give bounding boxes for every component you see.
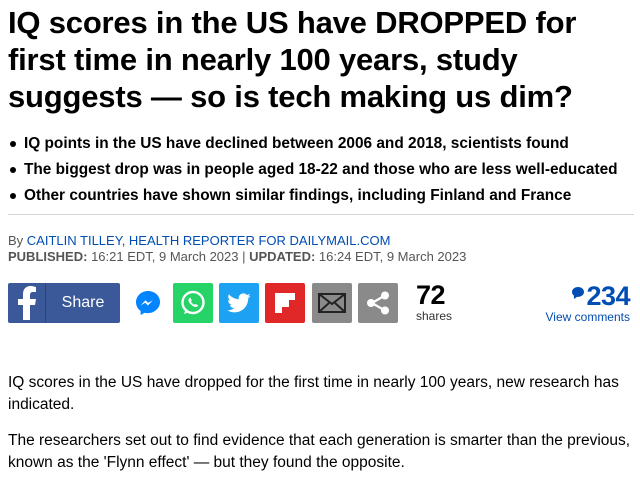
published-value: 16:21 EDT, 9 March 2023 | (87, 249, 250, 264)
comment-count: 234 (572, 282, 630, 310)
article-dates: PUBLISHED: 16:21 EDT, 9 March 2023 | UPD… (8, 249, 466, 265)
comments-link[interactable]: 234 View comments (545, 282, 631, 324)
article-summary-list: IQ points in the US have declined betwee… (8, 131, 638, 209)
share-count: 72 shares (416, 281, 452, 323)
share-icon (367, 291, 389, 315)
facebook-share-label: Share (61, 294, 105, 311)
flipboard-share-button[interactable] (265, 283, 305, 323)
byline-prefix: By (8, 233, 27, 248)
byline: By CAITLIN TILLEY, HEALTH REPORTER FOR D… (8, 233, 390, 249)
published-label: PUBLISHED: (8, 249, 88, 264)
share-bar: Share (8, 281, 634, 324)
updated-value: 16:24 EDT, 9 March 2023 (315, 249, 467, 264)
share-count-number: 72 (416, 280, 446, 310)
flipboard-icon (275, 293, 295, 313)
view-comments-label[interactable]: View comments (545, 310, 630, 324)
facebook-icon (8, 283, 46, 323)
summary-bullet: The biggest drop was in people aged 18-2… (8, 157, 638, 183)
messenger-icon (136, 291, 160, 315)
divider (8, 214, 634, 215)
comment-bubble-icon (572, 287, 585, 299)
article-paragraph: The researchers set out to find evidence… (8, 432, 631, 471)
twitter-icon (227, 293, 251, 313)
article-headline: IQ scores in the US have DROPPED for fir… (8, 5, 577, 114)
email-share-button[interactable] (312, 283, 352, 323)
comment-count-number: 234 (586, 281, 630, 311)
summary-bullet: Other countries have shown similar findi… (8, 183, 638, 209)
whatsapp-share-button[interactable] (173, 283, 213, 323)
facebook-share-button[interactable]: Share (8, 283, 120, 323)
messenger-share-button[interactable] (128, 283, 168, 323)
twitter-share-button[interactable] (219, 283, 259, 323)
mail-icon (318, 293, 346, 313)
share-count-label: shares (416, 309, 453, 323)
updated-label: UPDATED: (249, 249, 316, 264)
more-share-button[interactable] (358, 283, 398, 323)
whatsapp-icon (181, 290, 205, 315)
article-paragraph: IQ scores in the US have dropped for the… (8, 374, 619, 413)
summary-bullet: IQ points in the US have declined betwee… (8, 131, 638, 157)
author-link[interactable]: CAITLIN TILLEY, HEALTH REPORTER FOR DAIL… (26, 233, 391, 248)
